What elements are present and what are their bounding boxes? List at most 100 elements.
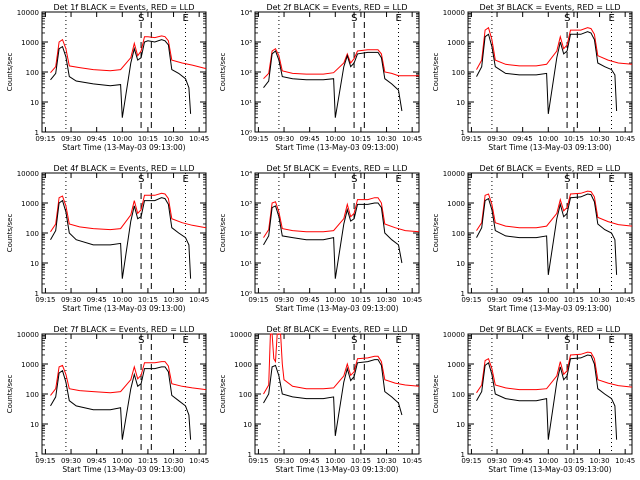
chart-title: Det 3f BLACK = Events, RED = LLD — [479, 3, 620, 12]
x-tick-label: 10:00 — [538, 135, 558, 143]
y-tick-label: 10 — [456, 99, 465, 107]
y-tick-label: 10000 — [17, 170, 39, 178]
y-tick-label: 10² — [240, 230, 252, 238]
y-tick-label: 100 — [452, 391, 465, 399]
x-tick-label: 10:30 — [376, 135, 396, 143]
x-tick-label: 10:30 — [376, 296, 396, 304]
marker-label: E — [609, 335, 615, 346]
x-tick-label: 10:00 — [538, 296, 558, 304]
x-tick-label: 10:15 — [351, 296, 371, 304]
y-tick-label: 1000 — [21, 39, 39, 47]
x-tick-label: 10:30 — [163, 135, 183, 143]
series-line-lld — [476, 26, 633, 70]
y-tick-label: 10⁴ — [240, 9, 252, 17]
x-tick-label: 10:15 — [138, 135, 158, 143]
marker-label: E — [183, 13, 189, 24]
x-tick-label: 09:30 — [274, 135, 294, 143]
y-tick-label: 10⁰ — [240, 129, 252, 137]
series-line-events — [50, 39, 192, 118]
x-tick-label: 10:00 — [112, 296, 132, 304]
series-line-lld — [50, 192, 207, 233]
marker-label: S — [351, 13, 357, 24]
x-tick-label: 10:00 — [325, 457, 345, 465]
x-tick-label: 09:15 — [248, 296, 268, 304]
x-tick-label: 09:45 — [87, 296, 107, 304]
y-tick-label: 10² — [240, 69, 252, 77]
x-tick-label: 10:30 — [376, 457, 396, 465]
x-tick-label: 09:15 — [461, 457, 481, 465]
x-tick-label: 09:45 — [513, 296, 533, 304]
y-tick-label: 10¹ — [240, 260, 252, 268]
series-line-lld — [50, 361, 207, 396]
chart-title: Det 8f BLACK = Events, RED = LLD — [266, 325, 407, 334]
marker-label: S — [564, 335, 570, 346]
x-tick-label: 10:45 — [615, 135, 635, 143]
y-tick-label: 10000 — [17, 9, 39, 17]
x-tick-label: 10:00 — [112, 457, 132, 465]
marker-label: E — [609, 174, 615, 185]
x-tick-label: 09:30 — [274, 457, 294, 465]
plot-frame — [41, 11, 207, 133]
series-line-events — [476, 193, 618, 275]
x-tick-label: 09:45 — [513, 457, 533, 465]
x-tick-label: 09:15 — [248, 135, 268, 143]
x-tick-label: 10:45 — [189, 457, 209, 465]
y-tick-label: 100 — [26, 391, 39, 399]
x-tick-label: 10:45 — [189, 296, 209, 304]
y-tick-label: 1000 — [21, 200, 39, 208]
y-tick-label: 100 — [26, 69, 39, 77]
y-tick-label: 10000 — [443, 9, 465, 17]
plot-frame — [467, 11, 633, 133]
y-tick-label: 10 — [30, 421, 39, 429]
chart-title: Det 4f BLACK = Events, RED = LLD — [53, 164, 194, 173]
plot-frame — [41, 333, 207, 455]
plot-frame — [254, 172, 420, 294]
y-tick-label: 100 — [452, 230, 465, 238]
x-tick-label: 10:45 — [615, 296, 635, 304]
series-line-lld — [476, 190, 633, 231]
x-tick-label: 10:30 — [589, 135, 609, 143]
marker-label: E — [183, 335, 189, 346]
x-axis-label: Start Time (13-May-03 09:13:00) — [275, 143, 398, 152]
y-tick-label: 1 — [461, 451, 465, 459]
y-tick-label: 10⁴ — [240, 170, 252, 178]
x-axis-label: Start Time (13-May-03 09:13:00) — [62, 304, 185, 313]
y-tick-label: 1000 — [447, 361, 465, 369]
y-tick-label: 1 — [35, 129, 39, 137]
marker-label: E — [609, 13, 615, 24]
x-tick-label: 09:15 — [35, 457, 55, 465]
x-tick-label: 10:45 — [615, 457, 635, 465]
x-tick-label: 09:30 — [274, 296, 294, 304]
x-tick-label: 09:30 — [61, 135, 81, 143]
series-line-events — [50, 366, 192, 440]
x-tick-label: 09:15 — [248, 457, 268, 465]
y-tick-label: 10000 — [17, 331, 39, 339]
y-tick-label: 10¹ — [240, 99, 252, 107]
marker-label: E — [183, 174, 189, 185]
y-axis-label: Counts/sec — [432, 53, 440, 92]
x-axis-label: Start Time (13-May-03 09:13:00) — [488, 143, 611, 152]
marker-label: S — [351, 335, 357, 346]
y-tick-label: 10³ — [240, 200, 252, 208]
series-line-lld — [263, 197, 420, 238]
x-tick-label: 09:15 — [461, 135, 481, 143]
x-tick-label: 09:30 — [61, 296, 81, 304]
x-tick-label: 09:45 — [300, 296, 320, 304]
y-axis-label: Counts/sec — [219, 375, 227, 414]
x-tick-label: 10:00 — [325, 135, 345, 143]
y-tick-label: 100 — [239, 391, 252, 399]
x-tick-label: 10:45 — [402, 457, 422, 465]
y-tick-label: 1 — [461, 290, 465, 298]
series-line-lld — [50, 35, 207, 74]
marker-label: S — [138, 174, 144, 185]
plot-frame — [41, 172, 207, 294]
chart-title: Det 2f BLACK = Events, RED = LLD — [266, 3, 407, 12]
y-axis-label: Counts/sec — [6, 53, 14, 92]
y-tick-label: 10⁰ — [240, 290, 252, 298]
x-tick-label: 09:45 — [513, 135, 533, 143]
